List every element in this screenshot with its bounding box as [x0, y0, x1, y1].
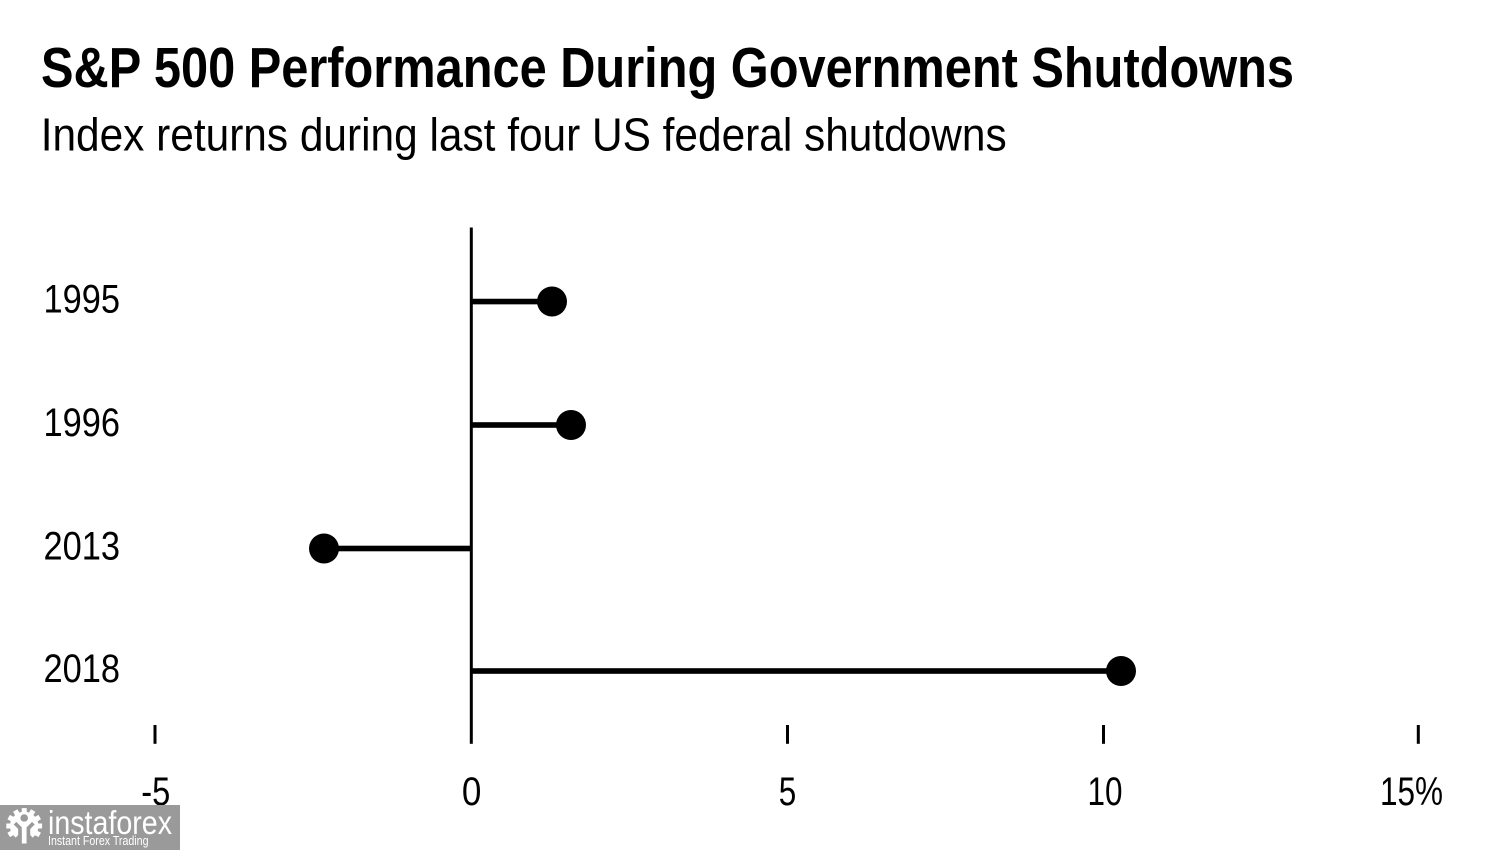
svg-text:5: 5	[779, 770, 797, 814]
svg-text:1996: 1996	[44, 401, 121, 445]
svg-text:0: 0	[462, 770, 482, 814]
svg-text:1995: 1995	[44, 278, 121, 322]
svg-text:S&P 500 Performance During Gov: S&P 500 Performance During Government Sh…	[41, 36, 1294, 99]
svg-text:10: 10	[1088, 770, 1123, 814]
svg-text:2018: 2018	[44, 647, 121, 691]
svg-text:2013: 2013	[44, 525, 121, 569]
svg-text:instaforex: instaforex	[48, 805, 172, 842]
svg-text:Index returns during last four: Index returns during last four US federa…	[41, 109, 1007, 161]
svg-text:15%: 15%	[1380, 770, 1443, 814]
svg-text:Instant Forex Trading: Instant Forex Trading	[48, 834, 149, 848]
